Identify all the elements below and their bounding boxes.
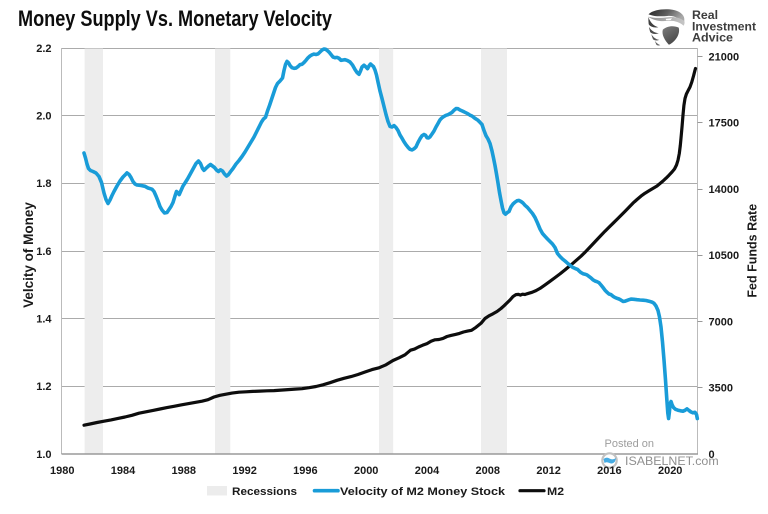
svg-text:Investment: Investment xyxy=(692,19,756,33)
svg-text:0: 0 xyxy=(709,449,715,461)
svg-text:Velocity of M2 Money Stock: Velocity of M2 Money Stock xyxy=(340,486,506,498)
svg-text:2008: 2008 xyxy=(476,465,500,477)
svg-text:7000: 7000 xyxy=(709,316,733,328)
svg-text:Real: Real xyxy=(692,8,718,22)
svg-text:2016: 2016 xyxy=(597,465,621,477)
svg-text:3500: 3500 xyxy=(709,383,733,395)
svg-text:1.4: 1.4 xyxy=(36,314,52,326)
svg-text:Velcity of Money: Velcity of Money xyxy=(21,202,36,308)
svg-text:Recessions: Recessions xyxy=(232,486,297,498)
svg-text:1.8: 1.8 xyxy=(36,178,51,190)
svg-text:1992: 1992 xyxy=(232,465,256,477)
svg-text:2004: 2004 xyxy=(415,465,440,477)
svg-text:1996: 1996 xyxy=(293,465,317,477)
svg-text:17500: 17500 xyxy=(709,118,740,130)
svg-text:Fed Funds Rate: Fed Funds Rate xyxy=(746,204,760,298)
svg-text:1.2: 1.2 xyxy=(36,381,51,393)
svg-text:2000: 2000 xyxy=(354,465,378,477)
svg-text:1.6: 1.6 xyxy=(36,246,51,258)
svg-text:Advice: Advice xyxy=(692,31,733,45)
svg-text:Posted on: Posted on xyxy=(605,438,655,450)
svg-text:2012: 2012 xyxy=(536,465,560,477)
svg-text:2.0: 2.0 xyxy=(36,111,51,123)
svg-text:14000: 14000 xyxy=(709,184,740,196)
svg-text:M2: M2 xyxy=(547,486,564,498)
svg-text:Money Supply Vs. Monetary Velo: Money Supply Vs. Monetary Velocity xyxy=(18,6,333,31)
svg-text:ISABELNET.com: ISABELNET.com xyxy=(625,454,719,468)
svg-text:21000: 21000 xyxy=(709,51,740,63)
svg-text:1.0: 1.0 xyxy=(36,449,51,461)
svg-text:10500: 10500 xyxy=(709,250,740,262)
svg-text:1984: 1984 xyxy=(111,465,136,477)
svg-text:2020: 2020 xyxy=(658,465,682,477)
svg-text:1980: 1980 xyxy=(50,465,74,477)
svg-text:2.2: 2.2 xyxy=(36,43,51,55)
svg-text:1988: 1988 xyxy=(172,465,196,477)
